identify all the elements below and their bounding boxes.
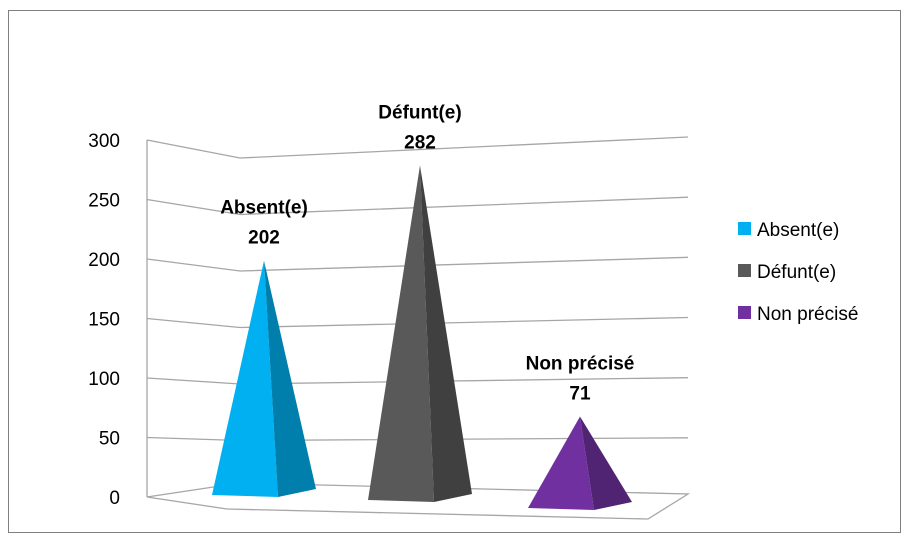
gridline [146,196,689,216]
pyramid-2-side-face [420,165,472,503]
pyramid-1-front-face [212,260,278,497]
legend-swatch [738,264,751,277]
pyramid-3-side-face [580,416,632,510]
legend-swatch [738,306,751,319]
y-tick-label: 0 [109,488,120,509]
data-label-category: Absent(e) [220,198,308,219]
pyramid-2-front-face [368,165,434,503]
data-label-category: Défunt(e) [378,102,461,123]
data-label-value: 282 [404,132,436,153]
y-tick-label: 300 [88,131,120,152]
pyramid-3-front-face [528,416,594,510]
legend-entry-label: Défunt(e) [757,262,836,283]
y-tick-label: 100 [88,369,120,390]
data-label-value: 202 [248,228,280,249]
gridline [146,316,689,329]
y-tick-label: 250 [88,191,120,212]
legend-entry-label: Non précisé [757,304,858,325]
gridline [146,256,689,272]
legend-entry-label: Absent(e) [757,220,839,241]
y-tick-label: 200 [88,250,120,271]
y-tick-label: 150 [88,310,120,331]
pyramid-1-side-face [264,260,316,497]
gridline [146,136,689,159]
data-label-category: Non précisé [526,354,635,375]
data-label-value: 71 [569,384,591,405]
y-tick-label: 50 [99,429,120,450]
legend-swatch [738,222,751,235]
